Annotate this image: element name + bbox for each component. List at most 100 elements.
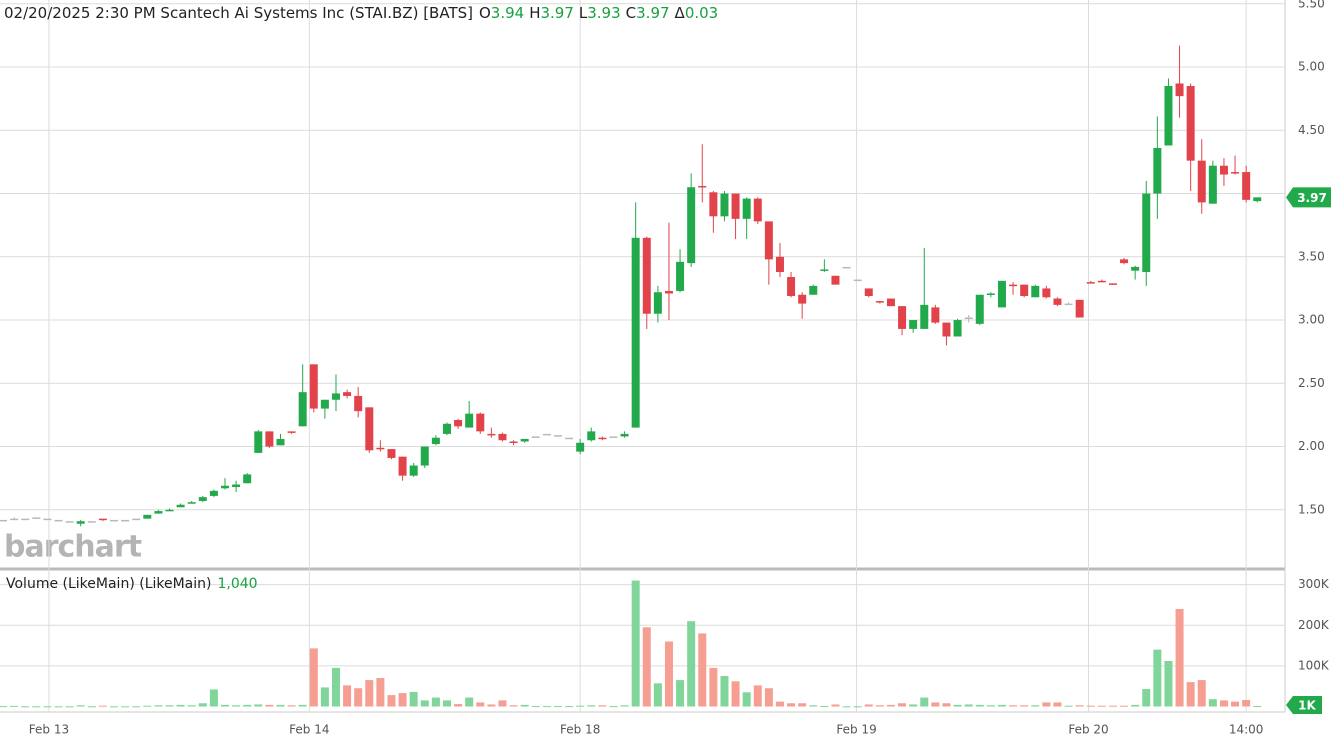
volume-bar [309, 648, 318, 707]
volume-bar [265, 704, 274, 707]
candle-body [898, 306, 907, 329]
candle-body [642, 237, 651, 314]
volume-bar [343, 685, 352, 707]
y-tick-label: 3.00 [1298, 313, 1325, 327]
volume-bar [1031, 705, 1040, 707]
volume-bar [798, 703, 807, 707]
candle-body [875, 301, 884, 303]
ohlc-value: 3.97 [636, 4, 669, 22]
volume-bar [276, 704, 285, 707]
chart-header: 02/20/2025 2:30 PM Scantech Ai Systems I… [4, 4, 718, 22]
volume-bar [720, 676, 729, 707]
candle-body [842, 266, 851, 269]
candle-body [1164, 86, 1173, 146]
candle-body [1219, 165, 1228, 175]
volume-bar [698, 633, 707, 707]
volume-bar [398, 693, 407, 707]
candle-body [121, 519, 130, 522]
candle-body [1086, 282, 1095, 284]
candle-body [598, 437, 607, 440]
volume-bar [764, 688, 773, 707]
candle-body [487, 433, 496, 436]
volume-bar [287, 705, 296, 707]
volume-bar [331, 667, 340, 707]
candle-body [798, 294, 807, 304]
candle-body [154, 511, 163, 514]
candle-body [886, 298, 895, 307]
volume-bar [132, 706, 141, 708]
volume-bar [498, 700, 507, 707]
candle-body [1186, 86, 1195, 161]
volume-bar [1131, 704, 1140, 707]
candle-body [220, 485, 229, 489]
candle-body [742, 198, 751, 219]
volume-bar [842, 706, 851, 708]
candle-body [1142, 193, 1151, 272]
candle-body [531, 436, 540, 438]
candle-body [32, 517, 41, 519]
volume-bar [898, 703, 907, 707]
volume-bar [1142, 689, 1151, 707]
y-tick-label: 200K [1298, 618, 1330, 632]
volume-bar [409, 691, 418, 707]
volume-bar [65, 706, 74, 708]
volume-bar [476, 702, 485, 707]
candle-body [198, 497, 207, 501]
candle-body [953, 320, 962, 337]
candle-body [631, 237, 640, 428]
candle-body [920, 304, 929, 329]
volume-bar [653, 683, 662, 707]
volume-bar [1020, 705, 1029, 707]
volume-bar [509, 705, 518, 707]
candle-body [398, 456, 407, 476]
ohlc-label: H [529, 4, 540, 22]
volume-bar [354, 688, 363, 707]
volume-bar [376, 678, 385, 707]
candle-body [964, 317, 973, 320]
candle-body [354, 395, 363, 412]
candle-body [753, 198, 762, 222]
volume-bar [909, 704, 918, 707]
candle-body [587, 431, 596, 441]
candle-body [775, 256, 784, 272]
volume-bar [1186, 682, 1195, 707]
volume-bar [1086, 705, 1095, 707]
y-tick-label: 4.50 [1298, 123, 1325, 137]
candle-body [1064, 303, 1073, 306]
candle-body [720, 193, 729, 217]
volume-bar [387, 695, 396, 707]
volume-bar [254, 704, 263, 707]
candle-body [709, 192, 718, 217]
candle-body [109, 519, 118, 522]
y-tick-label: 3.50 [1298, 249, 1325, 263]
candle-body [986, 293, 995, 295]
volume-bar [54, 706, 63, 708]
volume-bar [365, 680, 374, 707]
candle-body [143, 514, 152, 519]
x-tick-label: Feb 13 [29, 723, 69, 737]
volume-bar [298, 704, 307, 707]
volume-bar [109, 706, 118, 708]
candle-body [664, 290, 673, 294]
candle-body [653, 292, 662, 314]
y-tick-label: 2.50 [1298, 376, 1325, 390]
volume-bar [875, 705, 884, 707]
candle-body [442, 423, 451, 434]
candle-body [65, 521, 74, 523]
volume-bar [154, 705, 163, 707]
candle-body [520, 438, 529, 442]
volume-bar [176, 704, 185, 707]
volume-bar [187, 705, 196, 707]
price-badge [1286, 187, 1331, 208]
candle-body [232, 484, 241, 488]
candle-body [276, 438, 285, 446]
volume-bar [1009, 705, 1018, 707]
volume-bar [787, 703, 796, 707]
candle-body [365, 407, 374, 451]
volume-bar [1175, 609, 1184, 707]
volume-bar [831, 704, 840, 707]
volume-bar [98, 705, 107, 707]
volume-bar [709, 667, 718, 707]
candle-body [1031, 285, 1040, 298]
volume-bar [1042, 702, 1051, 707]
